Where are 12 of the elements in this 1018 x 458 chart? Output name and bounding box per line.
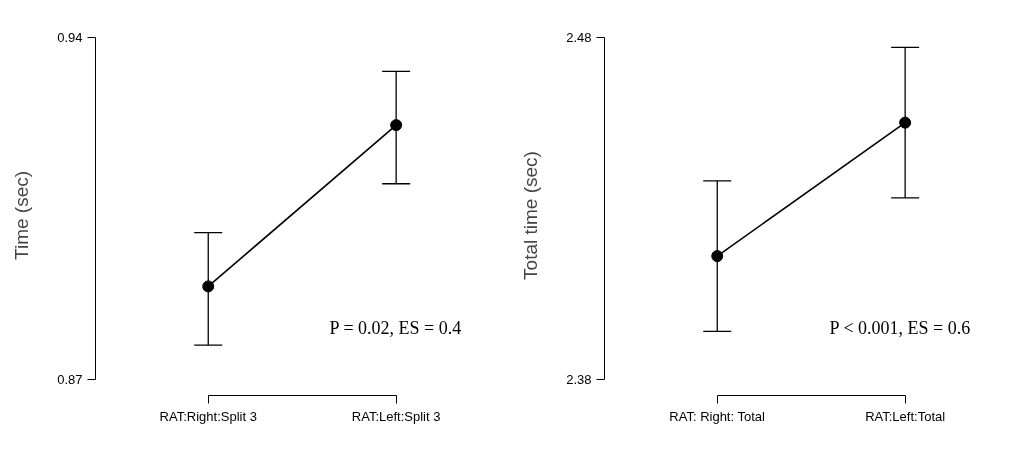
y-tick-label: 0.87 bbox=[57, 371, 83, 387]
x-tick-label: RAT:Left:Total bbox=[865, 408, 946, 424]
y-axis-title: Total time (sec) bbox=[520, 151, 542, 280]
y-tick-label: 2.48 bbox=[566, 29, 592, 45]
y-axis-title: Time (sec) bbox=[11, 170, 33, 261]
x-tick-label: RAT:Left:Split 3 bbox=[351, 408, 441, 424]
y-tick-label: 0.94 bbox=[57, 29, 83, 45]
x-tick-label: RAT: Right: Total bbox=[669, 408, 766, 424]
y-tick-label: 2.38 bbox=[566, 371, 592, 387]
annotation: P = 0.02, ES = 0.4 bbox=[329, 318, 462, 339]
x-tick-label: RAT:Right:Split 3 bbox=[159, 408, 257, 424]
annotation: P < 0.001, ES = 0.6 bbox=[829, 318, 971, 339]
